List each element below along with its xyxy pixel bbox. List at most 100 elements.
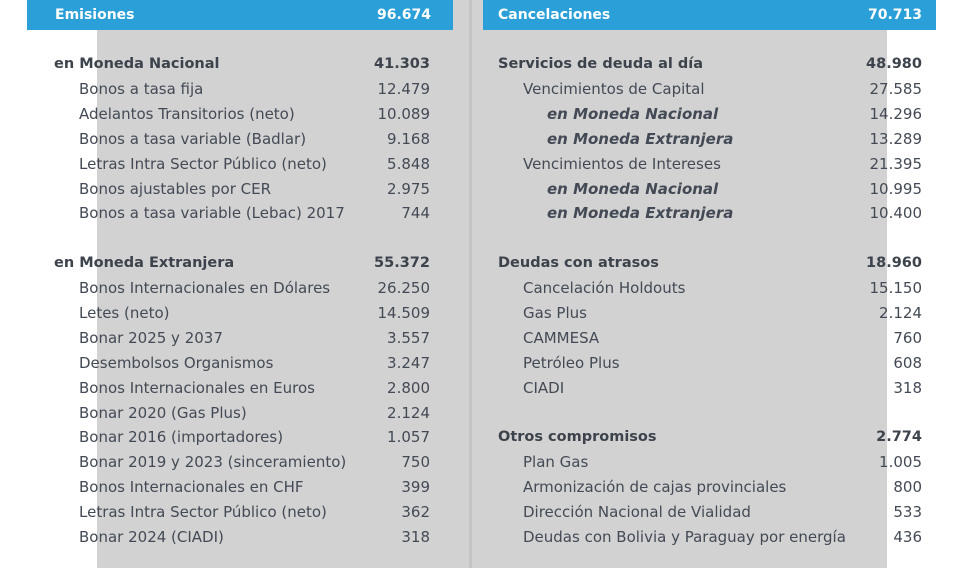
item-label: Bonar 2025 y 2037 (79, 329, 223, 347)
item-value: 362 (401, 503, 430, 521)
item-label: Dirección Nacional de Vialidad (523, 503, 751, 521)
group-row: Otros compromisos 2.774 (483, 425, 936, 449)
item-row: Vencimientos de Intereses 21.395 (483, 152, 936, 176)
item-value: 13.289 (869, 130, 923, 148)
item-value: 10.995 (869, 180, 923, 198)
item-value: 3.557 (387, 329, 430, 347)
item-value: 2.800 (387, 379, 430, 397)
item-value: 3.247 (387, 354, 430, 372)
emisiones-panel: Emisiones 96.674 en Moneda Nacional 41.30… (27, 0, 453, 546)
item-value: 10.400 (869, 204, 923, 222)
item-label: en Moneda Extranjera (547, 130, 734, 148)
item-row: Bonar 2024 (CIADI) 318 (27, 525, 453, 549)
group-row: en Moneda Nacional 41.303 (27, 52, 453, 76)
item-label: Desembolsos Organismos (79, 354, 274, 372)
item-label: Petróleo Plus (523, 354, 620, 372)
item-value: 21.395 (869, 155, 923, 173)
item-label: Deudas con Bolivia y Paraguay por energí… (523, 528, 846, 546)
sub-item-row: en Moneda Extranjera 13.289 (483, 127, 936, 151)
item-value: 436 (893, 528, 922, 546)
item-label: Bonos Internacionales en CHF (79, 478, 304, 496)
item-row: Bonos Internacionales en CHF 399 (27, 475, 453, 499)
group-value: 2.774 (876, 429, 922, 445)
item-row: Desembolsos Organismos 3.247 (27, 351, 453, 375)
item-row: CIADI 318 (483, 376, 936, 400)
item-label: Bonar 2016 (importadores) (79, 428, 284, 446)
item-row: Plan Gas 1.005 (483, 450, 936, 474)
item-row: Bonar 2019 y 2023 (sinceramiento) 750 (27, 450, 453, 474)
item-row: Bonos Internacionales en Euros 2.800 (27, 376, 453, 400)
item-label: Bonos a tasa variable (Badlar) (79, 130, 307, 148)
group-label: en Moneda Extranjera (54, 255, 235, 271)
item-label: Bonar 2019 y 2023 (sinceramiento) (79, 453, 347, 471)
item-row: Bonos ajustables por CER 2.975 (27, 177, 453, 201)
item-value: 5.848 (387, 155, 430, 173)
item-value: 14.509 (377, 304, 431, 322)
item-value: 800 (893, 478, 922, 496)
item-row: Gas Plus 2.124 (483, 301, 936, 325)
item-label: Cancelación Holdouts (523, 279, 686, 297)
item-value: 2.124 (879, 304, 922, 322)
sub-item-row: en Moneda Extranjera 10.400 (483, 201, 936, 225)
item-row: CAMMESA 760 (483, 326, 936, 350)
item-value: 318 (893, 379, 922, 397)
sub-item-row: en Moneda Nacional 14.296 (483, 102, 936, 126)
item-row: Bonos a tasa variable (Badlar) 9.168 (27, 127, 453, 151)
item-value: 12.479 (377, 80, 431, 98)
item-row: Adelantos Transitorios (neto) 10.089 (27, 102, 453, 126)
item-label: Bonos a tasa variable (Lebac) 2017 (79, 204, 345, 222)
emisiones-total: 96.674 (376, 7, 431, 23)
item-row: Vencimientos de Capital 27.585 (483, 77, 936, 101)
item-label: en Moneda Extranjera (547, 204, 734, 222)
group-label: Otros compromisos (498, 429, 657, 445)
item-row: Cancelación Holdouts 15.150 (483, 276, 936, 300)
item-value: 760 (893, 329, 922, 347)
item-value: 26.250 (377, 279, 431, 297)
item-label: Gas Plus (523, 304, 587, 322)
cancelaciones-panel: Cancelaciones 70.713 Servicios de deuda … (483, 0, 936, 546)
item-label: Letras Intra Sector Público (neto) (79, 155, 327, 173)
cancelaciones-total: 70.713 (867, 7, 922, 23)
group-value: 18.960 (866, 255, 922, 271)
item-row: Letes (neto) 14.509 (27, 301, 453, 325)
item-label: Armonización de cajas provinciales (523, 478, 787, 496)
item-row: Letras Intra Sector Público (neto) 5.848 (27, 152, 453, 176)
item-value: 1.005 (879, 453, 922, 471)
item-label: Plan Gas (523, 453, 589, 471)
item-row: Bonar 2020 (Gas Plus) 2.124 (27, 401, 453, 425)
item-value: 27.585 (869, 80, 923, 98)
item-label: Bonar 2024 (CIADI) (79, 528, 224, 546)
item-label: Bonos ajustables por CER (79, 180, 271, 198)
item-value: 533 (893, 503, 922, 521)
item-value: 10.089 (377, 105, 431, 123)
item-value: 608 (893, 354, 922, 372)
item-label: Vencimientos de Intereses (523, 155, 721, 173)
item-row: Dirección Nacional de Vialidad 533 (483, 500, 936, 524)
item-row: Bonos Internacionales en Dólares 26.250 (27, 276, 453, 300)
cancelaciones-header: Cancelaciones 70.713 (483, 0, 936, 30)
group-value: 48.980 (866, 56, 922, 72)
group-value: 41.303 (374, 56, 430, 72)
sub-item-row: en Moneda Nacional 10.995 (483, 177, 936, 201)
item-label: CAMMESA (523, 329, 600, 347)
group-row: Deudas con atrasos 18.960 (483, 251, 936, 275)
item-label: Adelantos Transitorios (neto) (79, 105, 295, 123)
item-row: Bonar 2025 y 2037 3.557 (27, 326, 453, 350)
item-label: en Moneda Nacional (547, 105, 719, 123)
item-label: Bonos Internacionales en Euros (79, 379, 315, 397)
item-label: Letes (neto) (79, 304, 170, 322)
item-row: Bonos a tasa fija 12.479 (27, 77, 453, 101)
item-row: Petróleo Plus 608 (483, 351, 936, 375)
item-value: 1.057 (387, 428, 430, 446)
cancelaciones-title: Cancelaciones (498, 7, 611, 23)
item-row: Deudas con Bolivia y Paraguay por energí… (483, 525, 936, 549)
item-label: Bonos Internacionales en Dólares (79, 279, 331, 297)
item-label: Bonos a tasa fija (79, 80, 204, 98)
item-value: 2.124 (387, 404, 430, 422)
item-label: CIADI (523, 379, 565, 397)
item-value: 2.975 (387, 180, 430, 198)
item-value: 744 (401, 204, 430, 222)
group-label: Deudas con atrasos (498, 255, 659, 271)
item-value: 9.168 (387, 130, 430, 148)
item-value: 15.150 (869, 279, 923, 297)
